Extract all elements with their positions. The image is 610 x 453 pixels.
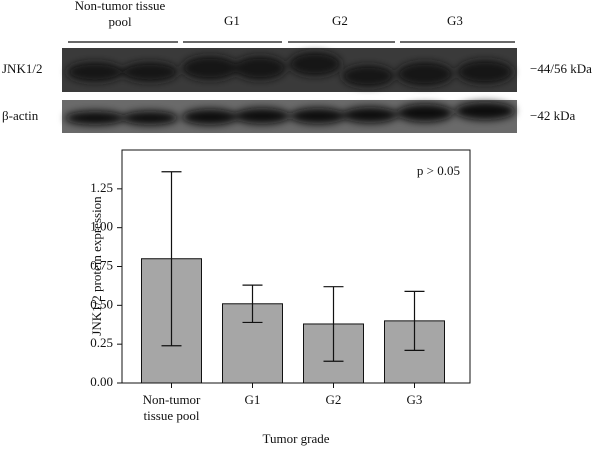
lane-label: G2 — [332, 13, 348, 28]
x-tick-label: G1 — [244, 392, 261, 407]
lane-label: G1 — [224, 13, 240, 28]
y-tick-label: 0.50 — [90, 296, 113, 311]
lane-label: G3 — [447, 13, 463, 28]
y-tick-label: 0.75 — [90, 257, 113, 272]
error-bar — [161, 171, 182, 347]
y-axis-label: JNK1/2 protein expression — [89, 196, 104, 336]
bands-jnk — [67, 52, 513, 87]
row-label: β-actin — [2, 108, 39, 123]
annotation: p > 0.05 — [417, 163, 460, 178]
marker-label: −42 kDa — [530, 108, 575, 123]
bands-actin — [65, 102, 515, 125]
error-bar — [323, 286, 344, 362]
x-axis-label: Tumor grade — [262, 431, 329, 446]
error-bar — [242, 284, 263, 324]
marker-label: −44/56 kDa — [530, 61, 592, 76]
x-tick-label: G3 — [406, 392, 423, 407]
error-bar — [404, 290, 425, 351]
y-tick-label: 0.00 — [90, 374, 113, 389]
y-tick-label: 1.25 — [90, 180, 113, 195]
y-tick-label: 0.25 — [90, 335, 113, 350]
y-tick-label: 1.00 — [90, 219, 113, 234]
x-tick-label: G2 — [325, 392, 342, 407]
row-label: JNK1/2 — [2, 61, 42, 76]
lane-label: Non-tumor tissue pool — [74, 0, 166, 29]
x-tick-label: Non-tumor tissue pool — [142, 392, 201, 423]
